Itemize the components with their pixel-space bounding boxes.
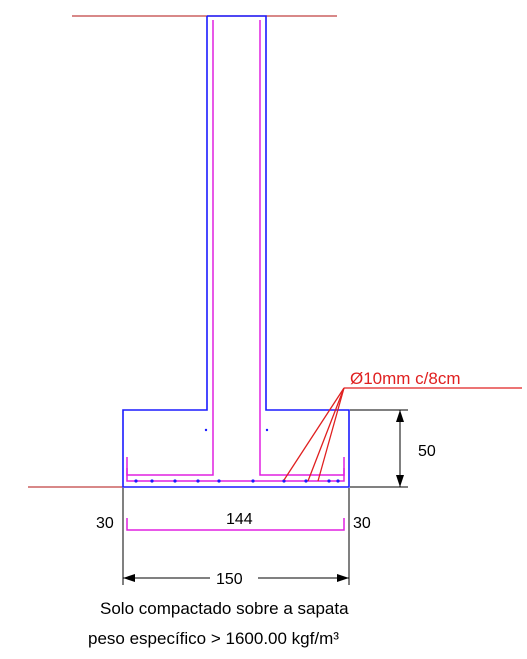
rebar-dot bbox=[265, 428, 269, 432]
rebar-dot bbox=[304, 479, 308, 483]
rebar-dot bbox=[282, 479, 286, 483]
rebar-dot bbox=[196, 479, 200, 483]
height-label: 50 bbox=[418, 443, 436, 460]
rebar-dot bbox=[251, 479, 255, 483]
rebar-leader bbox=[283, 387, 522, 482]
rebar-dot bbox=[336, 479, 340, 483]
rebar-dot bbox=[150, 479, 154, 483]
right-cover-label: 30 bbox=[353, 515, 371, 532]
footing-bottom-rebar bbox=[126, 468, 345, 482]
column-rebar-right bbox=[259, 20, 345, 476]
total-width-dimension bbox=[122, 488, 350, 585]
rebar-dot bbox=[134, 479, 138, 483]
width-arrow-right bbox=[337, 574, 349, 582]
total-width-label: 150 bbox=[216, 571, 243, 588]
width-arrow-left bbox=[123, 574, 135, 582]
inner-width-label: 144 bbox=[226, 511, 253, 528]
rebar-spec-label: Ø10mm c/8cm bbox=[350, 369, 461, 388]
height-dimension bbox=[350, 409, 408, 488]
rebar-dot bbox=[204, 428, 208, 432]
rebar-dot bbox=[217, 479, 221, 483]
note-line-2: peso específico > 1600.00 kgf/m³ bbox=[88, 629, 339, 648]
concrete-outline bbox=[122, 15, 350, 488]
inner-width-bracket bbox=[126, 518, 345, 531]
height-arrow-top bbox=[396, 410, 404, 422]
column-rebar-left bbox=[126, 20, 214, 476]
note-line-1: Solo compactado sobre a sapata bbox=[100, 599, 349, 618]
rebar-dots bbox=[134, 428, 340, 483]
height-arrow-bottom bbox=[396, 475, 404, 487]
rebar-dot bbox=[173, 479, 177, 483]
left-cover-label: 30 bbox=[96, 515, 114, 532]
rebar-dot bbox=[327, 479, 331, 483]
